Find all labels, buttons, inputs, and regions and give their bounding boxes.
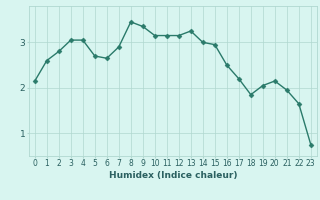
X-axis label: Humidex (Indice chaleur): Humidex (Indice chaleur): [108, 171, 237, 180]
